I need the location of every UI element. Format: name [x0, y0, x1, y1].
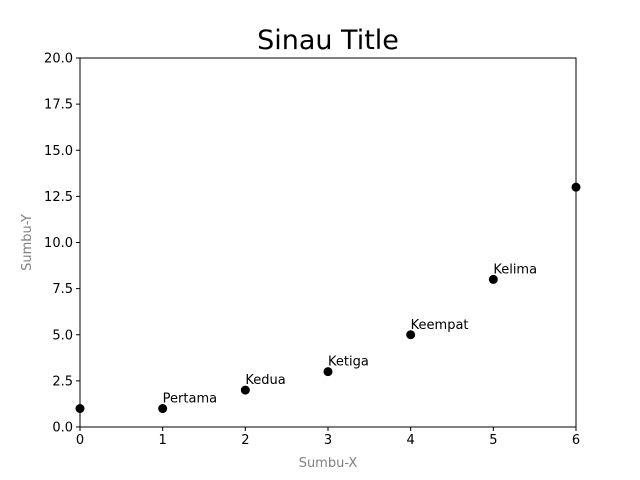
y-tick-label: 12.5 [44, 190, 73, 205]
x-tick-label: 5 [489, 433, 497, 448]
data-point [323, 367, 333, 377]
x-axis-label: Sumbu-X [299, 456, 358, 471]
point-label: Kedua [245, 373, 285, 388]
point-label: Pertama [163, 392, 217, 407]
x-tick-label: 1 [159, 433, 167, 448]
x-tick-label: 6 [572, 433, 580, 448]
y-tick-label: 17.5 [44, 98, 73, 113]
chart-title: Sinau Title [257, 25, 399, 56]
point-label: Kelima [493, 262, 537, 277]
point-labels: Pertama Kedua Ketiga Keempat Kelima [163, 262, 537, 406]
x-tick-label: 3 [324, 433, 332, 448]
y-tick-label: 2.5 [52, 374, 73, 389]
y-tick-label: 10.0 [44, 236, 73, 251]
y-tick-label: 7.5 [52, 282, 73, 297]
y-tick-label: 0.0 [52, 421, 73, 436]
data-point [406, 330, 416, 340]
y-tick-label: 20.0 [44, 52, 73, 67]
axis-ticks: 0 1 2 3 4 5 6 0.0 2.5 5.0 7.5 10.0 12.5 15.0 17.5 20.0 [44, 52, 580, 449]
data-point [158, 404, 168, 414]
x-tick-label: 0 [76, 433, 84, 448]
y-tick-label: 15.0 [44, 144, 73, 159]
y-tick-label: 5.0 [52, 328, 73, 343]
x-tick-label: 2 [241, 433, 249, 448]
plot-frame [79, 57, 577, 428]
data-point [240, 385, 250, 395]
point-label: Ketiga [328, 355, 369, 370]
y-axis-label: Sumbu-Y [20, 214, 35, 271]
point-label: Keempat [411, 318, 469, 333]
data-points [75, 182, 581, 414]
x-tick-label: 4 [407, 433, 415, 448]
data-point [488, 274, 498, 284]
